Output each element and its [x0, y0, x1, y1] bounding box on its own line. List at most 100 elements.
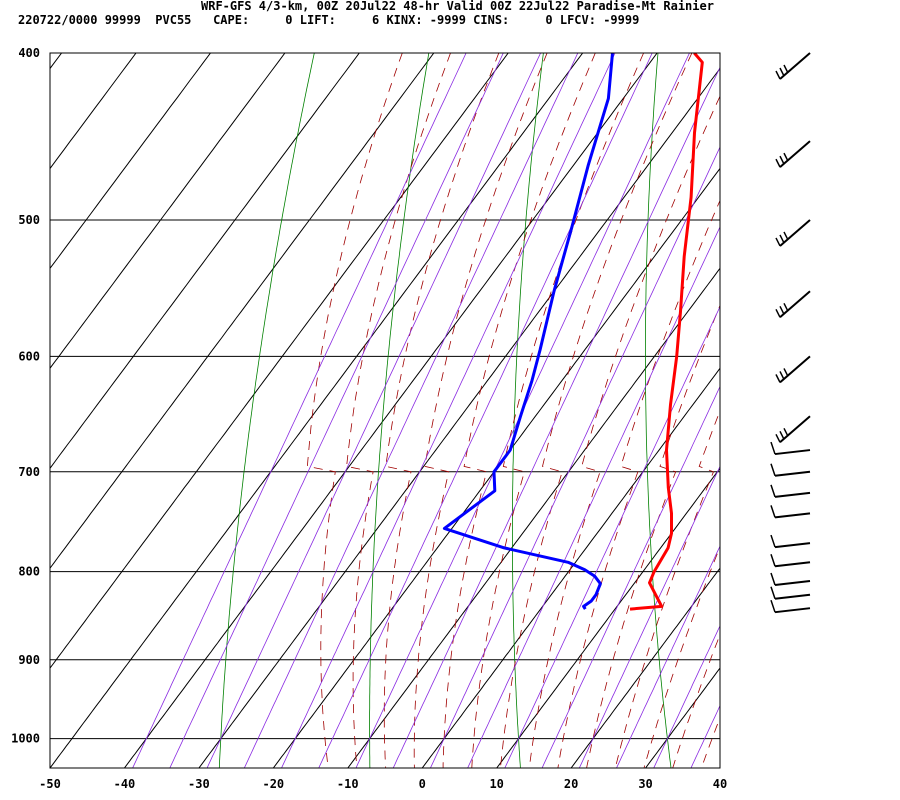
barb-staff: [779, 415, 811, 444]
barb-staff: [779, 140, 811, 168]
temperature-tick-label: 20: [564, 777, 578, 791]
barb-flag: [775, 237, 781, 247]
dry-adiabat: [645, 53, 672, 768]
wind-barb: [775, 355, 811, 384]
pressure-tick-label: 500: [18, 213, 40, 227]
mixing-ratio-line: [392, 66, 720, 768]
barb-staff: [774, 579, 811, 586]
dry-adiabat: [887, 53, 900, 768]
moist-adiabat: [442, 53, 596, 768]
mixing-ratio-line: [355, 53, 690, 768]
temperature-tick-label: 30: [638, 777, 652, 791]
dry-adiabat: [512, 53, 544, 768]
barb-flag: [770, 554, 776, 567]
wind-barb: [770, 441, 811, 456]
wind-barb: [775, 140, 811, 168]
mixing-ratio-line: [578, 465, 720, 768]
dry-adiabat: [369, 53, 430, 768]
moist-adiabat: [471, 53, 644, 768]
barb-flag: [775, 308, 781, 318]
isotherm: [496, 467, 720, 768]
barb-flag: [783, 152, 789, 162]
barb-flag: [779, 305, 785, 315]
isotherm: [50, 53, 435, 570]
barb-flag: [779, 234, 785, 244]
moist-adiabat: [500, 53, 693, 768]
barb-flag: [770, 463, 776, 476]
barb-staff: [774, 512, 811, 519]
mixing-ratio-line: [206, 53, 541, 768]
mixing-ratio-line: [169, 53, 504, 768]
plot-border: [49, 52, 721, 769]
barb-flag: [770, 505, 776, 518]
plot-lines: [442, 53, 704, 611]
temperature-tick-label: -10: [337, 777, 359, 791]
isotherm: [50, 53, 286, 370]
isotherm: [50, 53, 509, 669]
pressure-tick-label: 800: [18, 565, 40, 579]
barb-staff: [779, 52, 811, 80]
mixing-ratio-line: [243, 53, 579, 768]
dry-adiabat: [770, 53, 822, 768]
barb-flag: [770, 484, 776, 498]
mixing-ratio-line: [467, 226, 720, 768]
moist-adiabat: [701, 716, 720, 768]
wind-barb: [770, 484, 811, 498]
mixing-ratio-line: [541, 385, 720, 768]
mixing-ratio-line: [504, 305, 720, 768]
mixing-ratio-line: [690, 704, 720, 768]
pressure-tick-label: 1000: [11, 732, 40, 746]
temperature-tick-label: -50: [39, 777, 61, 791]
barb-flag: [775, 374, 781, 383]
moist-adiabat: [413, 53, 548, 768]
pressure-tick-labels: 400 500 600 700 800 900 1000: [11, 46, 40, 746]
wind-barb: [775, 219, 811, 247]
isotherm: [50, 53, 211, 270]
wind-barb: [770, 534, 811, 549]
barb-flag: [779, 155, 785, 165]
dry-adiabat: [218, 53, 315, 768]
chart-title: WRF-GFS 4/3-km, 00Z 20Jul22 48-hr Valid …: [201, 0, 714, 13]
pressure-tick-label: 700: [18, 465, 40, 479]
pressure-tick-label: 900: [18, 653, 40, 667]
mixing-ratio-line: [430, 146, 720, 768]
isotherm: [198, 67, 720, 768]
barb-staff: [774, 470, 811, 477]
mixing-ratio-line: [318, 53, 653, 768]
barb-staff: [774, 491, 811, 498]
barb-staff: [774, 607, 811, 614]
isotherm: [719, 767, 720, 768]
moist-adiabat: [383, 53, 500, 768]
temperature-tick-label: 10: [489, 777, 503, 791]
wind-barb: [770, 463, 811, 477]
barb-flag: [770, 534, 776, 548]
barb-staff: [774, 561, 811, 568]
temperature-tick-labels: -50 -40 -30 -20 -10 0 10 20 30 40: [39, 777, 727, 791]
mixing-ratio-line: [132, 53, 467, 768]
moist-adiabat: [614, 409, 720, 768]
barb-flag: [770, 441, 776, 455]
pressure-tick-label: 400: [18, 46, 40, 60]
mixing-ratio-line: [728, 53, 900, 768]
wind-barbs: [770, 52, 811, 614]
moist-adiabat: [586, 304, 720, 768]
temperature-tick-label: -40: [114, 777, 136, 791]
wind-barb: [770, 554, 811, 568]
barb-flag: [779, 67, 785, 77]
moist-adiabat: [528, 95, 720, 768]
barb-flag: [770, 572, 776, 586]
barb-flag: [779, 371, 785, 380]
barb-flag: [770, 586, 776, 599]
barb-flag: [783, 427, 789, 437]
wind-barb: [775, 415, 811, 444]
wind-barb: [770, 586, 811, 600]
moist-adiabat: [643, 545, 720, 768]
isotherm: [50, 53, 584, 768]
isotherm: [272, 167, 720, 768]
wind-barb: [770, 505, 811, 519]
wind-barb: [775, 52, 811, 80]
mixing-ratio-line: [616, 545, 720, 768]
pressure-tick-label: 600: [18, 349, 40, 363]
wind-barb: [770, 599, 811, 614]
